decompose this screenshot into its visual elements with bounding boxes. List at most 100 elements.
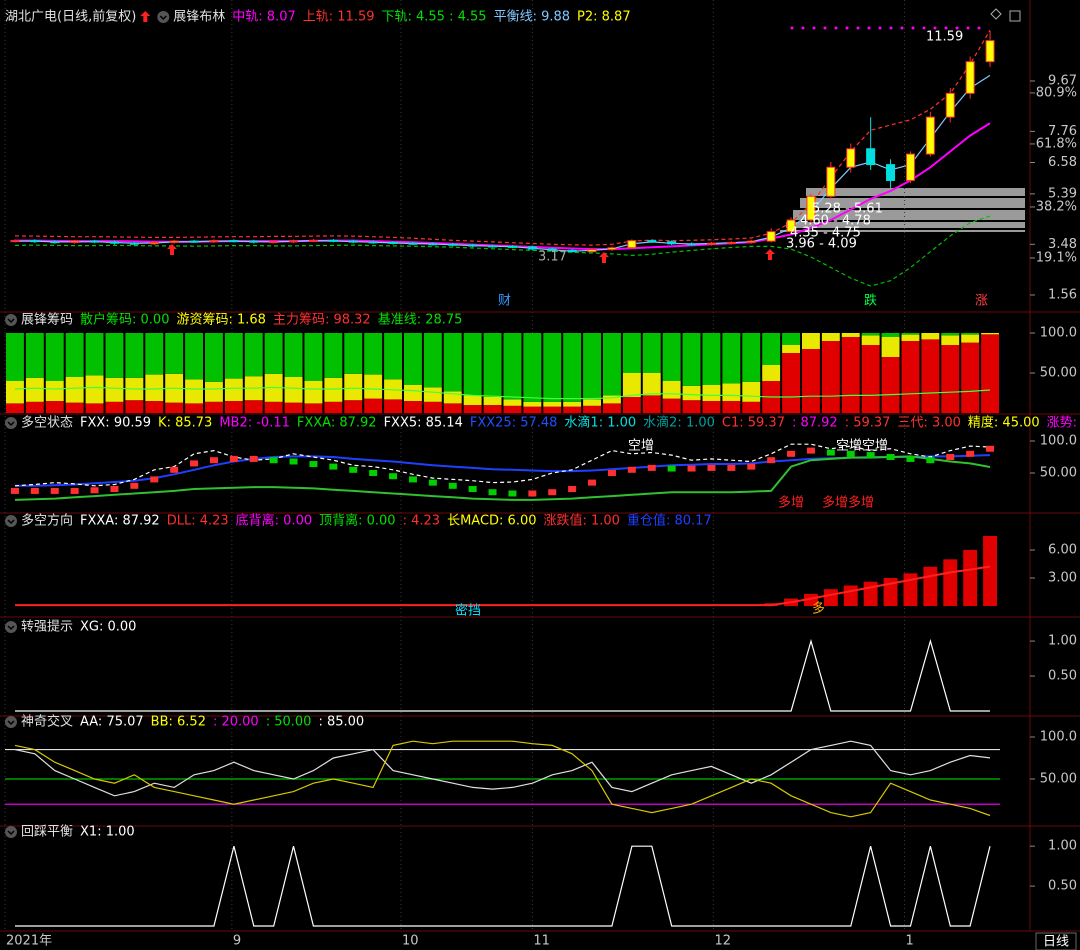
state-square <box>150 476 159 483</box>
state-square <box>747 463 756 470</box>
candle-body <box>229 240 239 243</box>
stacked-bar-segment <box>503 405 522 413</box>
stacked-bar-segment <box>244 400 263 413</box>
window-icon[interactable] <box>1009 10 1021 22</box>
stacked-bar-segment <box>921 333 940 340</box>
stacked-bar-segment <box>881 333 900 337</box>
header-item: FXXA: 87.92 <box>80 514 160 529</box>
header-item: FXXA: 87.92 <box>297 416 377 431</box>
header-item: 游资筹码: 1.68 <box>176 312 265 328</box>
annotation: 空增空增 <box>836 439 888 454</box>
state-square <box>886 454 895 461</box>
signal-dot <box>889 26 893 30</box>
chip-zones <box>780 188 1025 232</box>
y2-tick-label: 80.9% <box>1036 85 1077 100</box>
x-tick-label: 12 <box>714 934 731 949</box>
stacked-bar-segment <box>981 333 999 335</box>
stacked-bar-segment <box>165 402 184 413</box>
signal-dot <box>823 26 827 30</box>
header-item: AA: 75.07 <box>80 715 144 730</box>
annotation: 涨 <box>975 294 988 309</box>
candle-body <box>726 241 736 244</box>
stacked-bar-segment <box>742 381 761 402</box>
stacked-bar-segment <box>344 373 363 401</box>
stacked-bar-segment <box>165 333 184 374</box>
signal-dot <box>878 26 882 30</box>
candle-body <box>687 243 697 246</box>
state-square <box>727 464 736 471</box>
stacked-bar-segment <box>65 377 84 403</box>
chip-zone <box>806 188 1025 196</box>
stacked-bar-segment <box>603 395 621 404</box>
state-square <box>926 457 935 464</box>
stacked-bar-segment <box>682 333 701 386</box>
stacked-bar-segment <box>702 333 721 385</box>
stacked-bar-segment <box>941 345 960 413</box>
signal-dot <box>977 26 981 30</box>
state-square <box>130 482 139 489</box>
stacked-bar-segment <box>662 398 681 413</box>
state-square <box>588 479 597 486</box>
candle-body <box>507 245 517 248</box>
stacked-bar-segment <box>463 405 482 413</box>
stacked-bar-segment <box>662 333 681 381</box>
candle-body <box>945 92 955 118</box>
signal-dot <box>900 26 904 30</box>
panel-menu-icon <box>5 417 17 429</box>
y-tick-label: 3.00 <box>1048 571 1077 586</box>
stacked-bar-segment <box>264 401 283 413</box>
stacked-bar-segment <box>941 335 960 345</box>
header-item: 平衡线: 9.88 <box>494 10 570 25</box>
chip-zone <box>800 198 1025 208</box>
bar <box>983 535 997 607</box>
stacked-bar-segment <box>125 333 144 378</box>
stacked-bar-segment <box>25 333 44 378</box>
header-item: BB: 6.52 <box>151 715 206 730</box>
header-item: FXX: 90.59 <box>80 416 151 431</box>
y-tick-label: 100.0 <box>1040 729 1077 744</box>
state-square <box>428 479 437 486</box>
state-square <box>767 457 776 464</box>
series-line <box>14 455 991 501</box>
state-square <box>170 466 179 473</box>
stacked-bar-segment <box>145 333 164 375</box>
candle-body <box>269 241 279 244</box>
stacked-bar-segment <box>961 333 980 335</box>
signal-arrow <box>599 252 609 263</box>
candle-body <box>448 243 458 246</box>
period-label[interactable]: 日线 <box>1043 935 1069 950</box>
panel-title: 神奇交叉 <box>21 714 73 730</box>
stacked-bar-segment <box>423 333 442 388</box>
state-square <box>448 482 457 489</box>
series-line <box>14 740 991 797</box>
panel-title: 回踩平衡 <box>21 825 73 840</box>
stacked-bar-segment <box>782 353 800 413</box>
stacked-bar-segment <box>404 385 422 401</box>
state-square <box>50 487 59 494</box>
panel-menu-icon <box>5 314 17 326</box>
annotation: 3.17 <box>538 250 567 265</box>
bar <box>863 581 878 607</box>
state-square <box>866 452 875 459</box>
stacked-bar-segment <box>821 341 840 413</box>
series-line <box>15 845 991 927</box>
chip-zone <box>786 222 1025 228</box>
candle-body <box>328 239 338 242</box>
signal-dot <box>911 26 915 30</box>
annotation: 11.59 <box>926 30 963 45</box>
stacked-bar-segment <box>483 397 502 405</box>
panel-menu-chevron <box>7 519 15 525</box>
stacked-bar-segment <box>85 375 104 404</box>
period-box[interactable] <box>1035 932 1077 950</box>
stacked-bar-segment <box>45 381 64 401</box>
state-square <box>846 450 855 457</box>
stacked-bar-segment <box>642 333 661 373</box>
state-square <box>10 487 19 494</box>
signal-dot <box>867 26 871 30</box>
candle-body <box>169 240 179 243</box>
x-tick-label: 2021年 <box>6 934 52 949</box>
diamond-icon[interactable] <box>990 8 1002 20</box>
stacked-bar-segment <box>901 341 920 413</box>
candle-body <box>109 241 119 244</box>
series-line <box>14 386 991 400</box>
